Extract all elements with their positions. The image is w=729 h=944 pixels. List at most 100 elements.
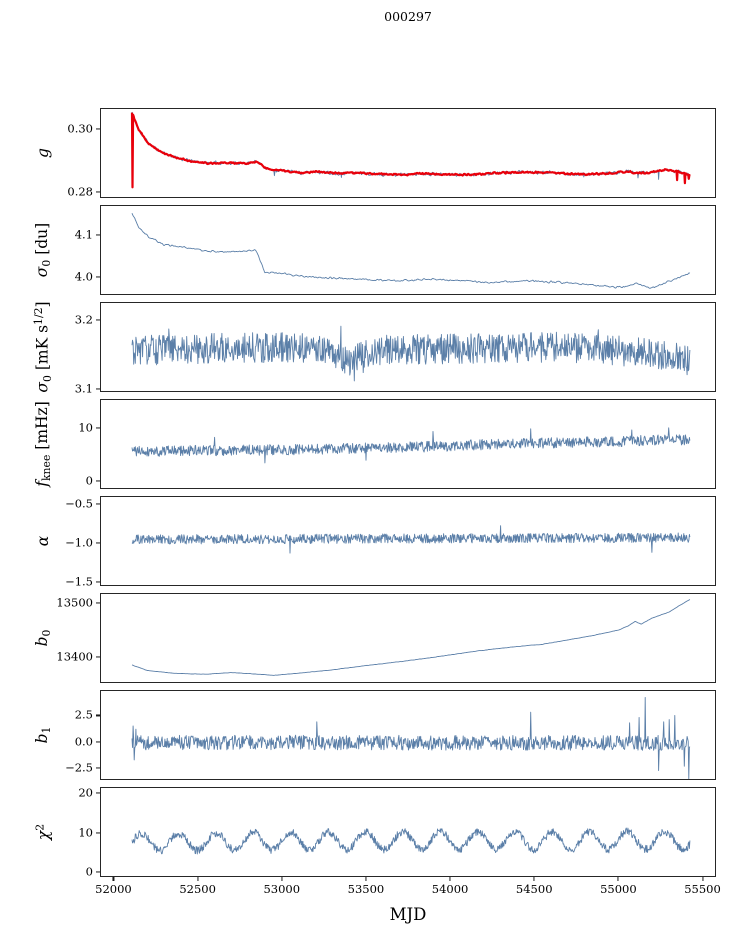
panel-g: 0.30 0.28 g xyxy=(34,108,716,198)
y-axis-label-b0: b0 xyxy=(33,630,53,647)
y-axis-label-part: σ xyxy=(33,381,52,393)
plot-area-sigma0-du xyxy=(100,205,716,295)
panel-sigma0-mk: 3.2 3.1 σ0 [mK s1/2] xyxy=(32,301,716,394)
x-tick-label: 53000 xyxy=(263,882,301,896)
axes-spine xyxy=(100,205,716,295)
y-axis-label-part: [du] xyxy=(32,222,51,260)
x-tick-mark xyxy=(617,877,619,881)
y-tick-label: 3.1 xyxy=(74,381,93,396)
y-axis-label-part: b xyxy=(32,636,51,647)
y-tick-label: 3.2 xyxy=(74,312,93,327)
panel-b1: 2.5 0.0 −2.5 b1 xyxy=(33,690,716,780)
plot-area-sigma0-mk xyxy=(100,302,716,392)
y-tick-mark xyxy=(96,656,100,658)
y-tick-label: 2.5 xyxy=(74,707,93,722)
y-axis-label-sigma0-mk: σ0 [mK s1/2] xyxy=(32,301,54,392)
y-tick-mark xyxy=(96,714,100,716)
axes-spine xyxy=(100,496,716,586)
panel-sigma0-du: 4.1 4.0 σ0 [du] xyxy=(33,205,716,295)
axes-spine xyxy=(100,108,716,198)
series-alpha xyxy=(131,525,691,554)
y-axis-label-part: 0 xyxy=(40,629,54,637)
y-axis-label-part: σ xyxy=(32,266,51,278)
y-tick-label: −1.0 xyxy=(65,535,93,550)
y-tick-label: 4.1 xyxy=(74,226,93,241)
y-axis-label-part: 0 xyxy=(40,259,54,267)
y-tick-mark xyxy=(96,542,100,544)
series-chi2 xyxy=(131,827,691,855)
y-axis-label-part: χ xyxy=(34,830,53,841)
y-axis-label-part: 2 xyxy=(33,823,47,831)
plot-area-g xyxy=(100,108,716,198)
x-tick-mark xyxy=(533,877,535,881)
y-tick-label: 20 xyxy=(78,785,93,800)
panel-fknee: 10 0 fknee [mHz] xyxy=(33,399,716,489)
y-tick-mark xyxy=(96,276,100,278)
y-tick-mark xyxy=(96,319,100,321)
y-tick-label: −0.5 xyxy=(65,496,93,511)
series-g-data-red xyxy=(130,112,691,189)
series-sigma0-du xyxy=(131,213,691,289)
axes-spine xyxy=(100,593,716,683)
series-b0 xyxy=(131,599,691,676)
y-tick-mark xyxy=(96,741,100,743)
x-axis-label: MJD xyxy=(389,905,427,924)
x-tick-mark xyxy=(112,877,114,881)
y-tick-label: 0.30 xyxy=(67,121,93,136)
x-tick-mark xyxy=(365,877,367,881)
y-tick-label: 13500 xyxy=(56,595,93,610)
y-axis-label-part: [mHz] xyxy=(32,401,51,455)
x-tick-label: 55000 xyxy=(600,882,637,896)
plot-area-chi2 xyxy=(100,787,716,877)
y-axis-label-fknee: fknee [mHz] xyxy=(33,401,53,487)
y-tick-mark xyxy=(96,427,100,429)
x-tick-mark xyxy=(281,877,283,881)
y-tick-mark xyxy=(96,480,100,482)
y-tick-label: 0 xyxy=(85,864,93,879)
y-tick-mark xyxy=(96,832,100,834)
panel-alpha: −0.5 −1.0 −1.5 α xyxy=(34,496,716,587)
x-tick-label: 52500 xyxy=(179,882,216,896)
x-tick-mark xyxy=(701,877,704,881)
y-axis-label-chi2: χ2 xyxy=(33,824,52,840)
y-tick-mark xyxy=(96,388,100,390)
y-tick-label: −1.5 xyxy=(65,574,93,589)
series-g-model-blue xyxy=(131,111,691,180)
plot-area-fknee xyxy=(100,399,716,489)
x-tick-label: 52000 xyxy=(95,882,132,896)
series-b1 xyxy=(131,696,691,780)
plot-area-b1 xyxy=(100,690,716,780)
y-axis-label-part: 1 xyxy=(40,726,54,734)
panel-b0: 13500 13400 b0 xyxy=(33,593,716,683)
plot-area-alpha xyxy=(100,496,716,586)
y-axis-label-part: b xyxy=(32,733,51,744)
x-tick-label: 53500 xyxy=(347,882,385,896)
y-tick-mark xyxy=(96,581,100,583)
y-axis-label-b1: b1 xyxy=(33,727,53,744)
y-axis-label-part: 0 xyxy=(40,375,54,382)
x-axis: 52000 52500 53000 53500 54000 54500 55000 55500 xyxy=(95,877,721,903)
y-axis-label-alpha: α xyxy=(34,536,52,546)
y-axis-label-part: α xyxy=(34,535,52,547)
axes-spine xyxy=(100,302,716,392)
x-tick-label: 54000 xyxy=(431,882,469,896)
axes-spine xyxy=(100,399,716,489)
y-axis-label-part: g xyxy=(34,148,52,158)
x-tick-label: 54500 xyxy=(515,882,553,896)
y-tick-mark xyxy=(96,792,100,794)
y-axis-label-g: g xyxy=(34,148,52,158)
y-axis-label-part: ] xyxy=(33,301,52,308)
y-tick-label: 0.0 xyxy=(74,734,93,749)
y-tick-label: 13400 xyxy=(56,649,93,664)
axes-spine xyxy=(100,690,716,780)
y-tick-label: −2.5 xyxy=(65,760,93,775)
plot-area-b0 xyxy=(100,593,716,683)
y-axis-label-part: f xyxy=(32,481,51,487)
x-tick-label: 55500 xyxy=(684,882,721,896)
panels-container: 0.30 0.28 g 4.1 4.0 σ0 [du] 3.2 3.1 σ0 [mK s1/2]… xyxy=(32,108,716,877)
x-tick-mark xyxy=(449,877,451,881)
y-tick-label: 4.0 xyxy=(74,268,93,283)
series-fknee xyxy=(131,427,691,464)
series-sigma0-mk xyxy=(131,325,691,382)
